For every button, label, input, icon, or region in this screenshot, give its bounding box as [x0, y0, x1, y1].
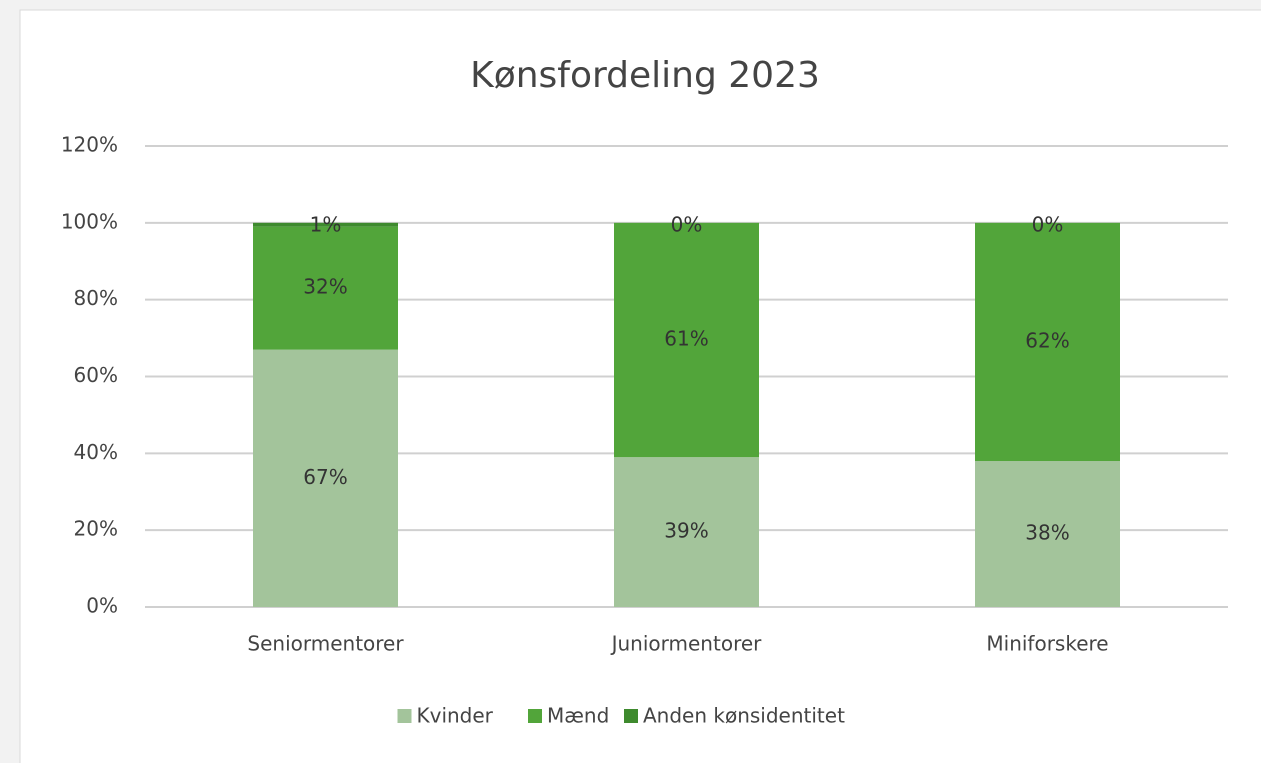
data-label: 0%: [1032, 213, 1064, 237]
bar-segment: [975, 461, 1120, 607]
bar-segment: [614, 222, 759, 458]
legend-label: Mænd: [547, 704, 609, 728]
legend-label: Kvinder: [417, 704, 494, 728]
y-tick-label: 80%: [74, 286, 118, 310]
bar-segment: [253, 226, 398, 350]
y-tick-label: 40%: [74, 440, 118, 464]
x-tick-label: Seniormentorer: [247, 632, 404, 656]
bar-segment: [253, 222, 398, 227]
y-tick-label: 60%: [74, 363, 118, 387]
legend-swatch: [528, 709, 542, 723]
data-label: 32%: [303, 275, 347, 299]
bar-segment: [975, 222, 1120, 462]
y-tick-label: 20%: [74, 517, 118, 541]
legend-label: Anden kønsidentitet: [643, 704, 845, 728]
data-label: 0%: [671, 213, 703, 237]
x-tick-label: Miniforskere: [986, 632, 1108, 656]
data-label: 61%: [664, 327, 708, 351]
data-label: 1%: [310, 213, 342, 237]
chart-title: Kønsfordeling 2023: [470, 55, 820, 96]
y-tick-label: 100%: [61, 209, 118, 233]
data-label: 67%: [303, 465, 347, 489]
legend-swatch: [624, 709, 638, 723]
y-tick-label: 0%: [86, 594, 118, 618]
bar-segment: [614, 457, 759, 607]
data-label: 38%: [1025, 521, 1069, 545]
data-label: 39%: [664, 519, 708, 543]
y-tick-label: 120%: [61, 133, 118, 157]
data-label: 62%: [1025, 328, 1069, 352]
legend-swatch: [397, 709, 412, 723]
x-tick-label: Juniormentorer: [610, 632, 763, 656]
bar-segment: [253, 349, 398, 607]
